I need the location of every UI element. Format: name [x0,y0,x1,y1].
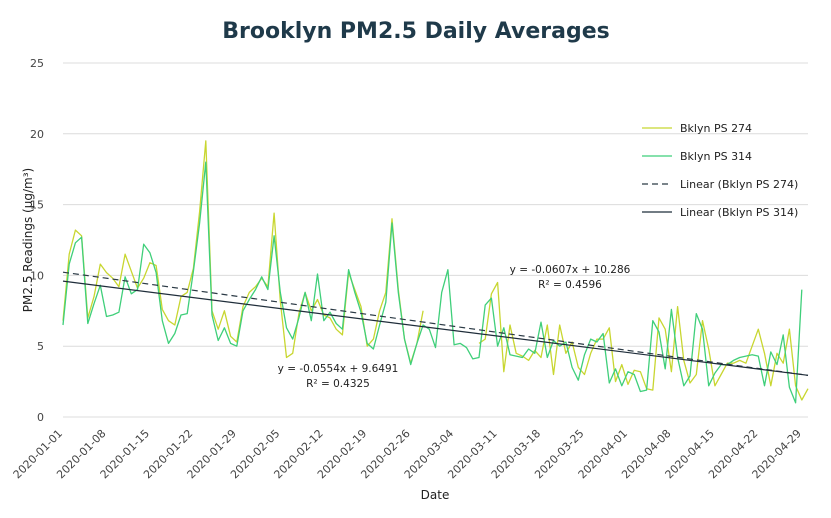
y-tick-label: 15 [30,199,44,212]
legend-label: Linear (Bklyn PS 314) [680,206,798,219]
trendline-2 [62,280,809,376]
legend-label: Bklyn PS 314 [680,150,752,163]
y-axis-label: PM2.5 Readings (µg/m³) [21,168,35,312]
trend-equation: y = -0.0554x + 9.6491 [278,363,399,375]
legend-label: Bklyn PS 274 [680,122,752,135]
trend-equations: y = -0.0607x + 10.286 R² = 0.4596 y = -0.0… [278,264,631,390]
trend-r2: R² = 0.4325 [306,378,370,390]
legend: Bklyn PS 274 Bklyn PS 314 Linear (Bklyn PS… [642,122,798,219]
y-tick-label: 10 [30,269,44,282]
y-tick-label: 5 [37,340,44,353]
series-line-2 [62,161,803,404]
trend-r2: R² = 0.4596 [538,279,602,291]
series-lines [62,140,809,404]
trend-equation: y = -0.0607x + 10.286 [510,264,631,276]
x-axis-ticks: 2020-01-012020-01-082020-01-152020-01-22… [11,427,804,481]
y-axis-ticks: 0 5 10 15 20 25 [30,57,44,424]
legend-label: Linear (Bklyn PS 274) [680,178,798,191]
trendline-1 [62,271,809,376]
grid-lines [63,62,808,418]
trend-lines [62,271,809,376]
y-tick-label: 25 [30,57,44,70]
x-axis-label: Date [421,488,450,502]
y-tick-label: 20 [30,128,44,141]
y-tick-label: 0 [37,411,44,424]
chart-title: Brooklyn PM2.5 Daily Averages [222,19,609,44]
